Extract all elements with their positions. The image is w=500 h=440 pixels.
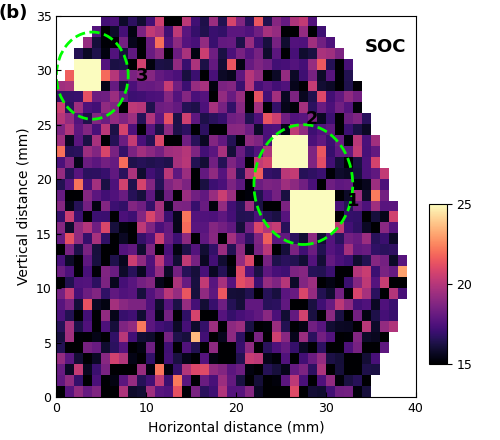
Text: 2: 2 xyxy=(306,110,318,128)
Y-axis label: Vertical distance (mm): Vertical distance (mm) xyxy=(16,128,30,285)
Text: 1: 1 xyxy=(346,192,359,210)
X-axis label: Horizontal distance (mm): Horizontal distance (mm) xyxy=(148,421,324,434)
Text: (b): (b) xyxy=(0,4,28,22)
Text: 3: 3 xyxy=(136,66,148,84)
Text: SOC: SOC xyxy=(365,37,406,55)
